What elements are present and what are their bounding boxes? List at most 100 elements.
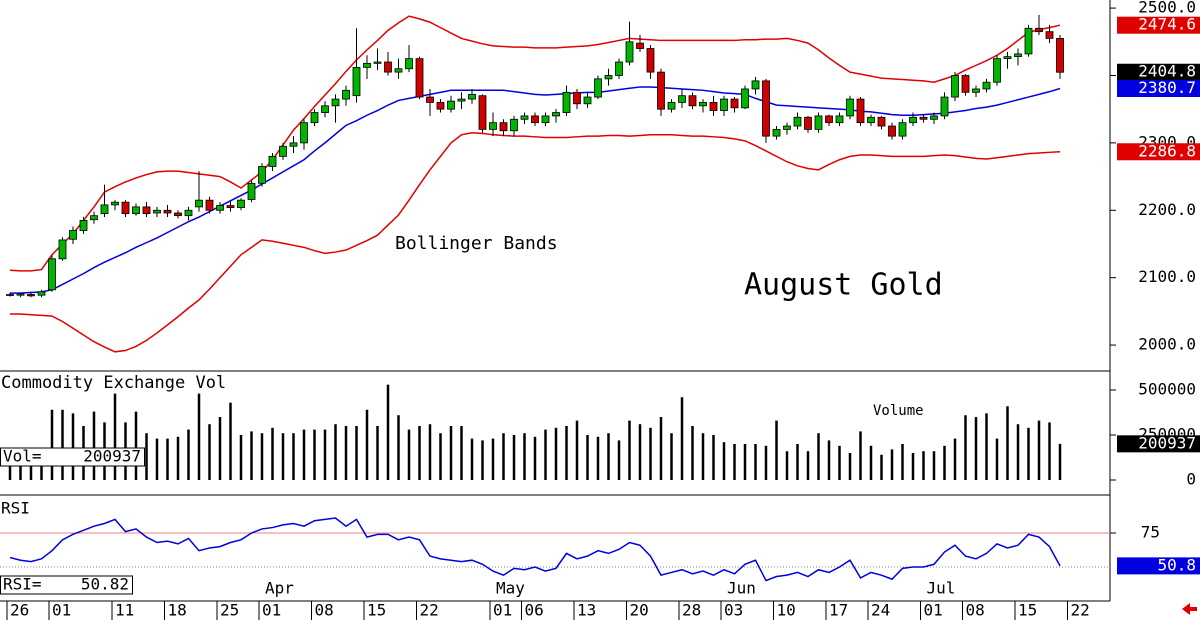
candle-body (804, 116, 812, 130)
candle-body (394, 68, 403, 73)
month-label: Apr (265, 579, 294, 598)
candle-body (667, 102, 676, 110)
value-box-label: 2286.8 (1138, 141, 1196, 160)
month-label: Jul (927, 579, 956, 598)
y-tick-label: 75 (1141, 523, 1160, 542)
candle-body (48, 258, 56, 291)
value-box-label: 2380.7 (1138, 78, 1196, 97)
candle-body (909, 116, 917, 124)
candle-body (289, 142, 298, 147)
value-box-label: 2474.6 (1138, 15, 1196, 34)
y-tick-label: 500000 (1138, 380, 1196, 399)
candle-body (436, 102, 445, 110)
candle-body (153, 209, 161, 214)
rsi-line (9, 517, 1061, 582)
candle-body (856, 98, 865, 124)
x-tick-label: 22 (1071, 601, 1090, 620)
candle-body (594, 78, 602, 98)
value-box-label: 200937 (1138, 433, 1196, 452)
value-box (1117, 143, 1200, 161)
x-tick-label: 13 (577, 601, 596, 620)
value-box (1117, 557, 1200, 575)
x-tick-label: 06 (525, 601, 544, 620)
candle-body (867, 116, 875, 124)
candle-body (825, 115, 833, 124)
value-box (1117, 435, 1200, 453)
info-value: 200937 (83, 447, 141, 466)
x-tick-label: 17 (829, 601, 848, 620)
annotation: Bollinger Bands (395, 233, 558, 254)
candle-body (919, 116, 928, 120)
candle-body (468, 93, 476, 100)
candle-body (688, 95, 697, 107)
scroll-arrow[interactable] (1182, 603, 1197, 615)
candle-body (37, 291, 46, 296)
candle-body (699, 102, 707, 107)
candle-body (1045, 31, 1054, 39)
candle-body (268, 155, 277, 167)
x-tick-label: 25 (220, 601, 239, 620)
info-box (0, 575, 133, 595)
candle-body (1003, 56, 1012, 60)
candle-body (100, 204, 109, 215)
info-value: 50.82 (81, 575, 129, 594)
x-tick-label: 08 (315, 601, 334, 620)
candle-body (930, 115, 938, 120)
candle-body (447, 100, 455, 110)
candle-body (604, 75, 613, 80)
y-tick-label: 2200.0 (1138, 200, 1196, 219)
candle-body (783, 125, 791, 130)
candle-body (1024, 27, 1033, 55)
chart-title: August Gold (744, 268, 943, 303)
y-tick-label: 2000.0 (1138, 335, 1196, 354)
candle-body (58, 239, 67, 260)
candle-body (888, 125, 896, 137)
info-box (0, 447, 145, 467)
y-tick-label: 2100.0 (1138, 267, 1196, 286)
x-tick-label: 01 (52, 601, 71, 620)
candle-body (363, 62, 371, 68)
x-tick-label: 01 (493, 601, 512, 620)
candle-body (772, 128, 781, 137)
candle-body (352, 66, 361, 97)
x-tick-label: 15 (1018, 601, 1037, 620)
candle-body (552, 112, 560, 117)
candle-body (793, 116, 802, 127)
candle-body (426, 96, 434, 103)
x-tick-label: 11 (115, 601, 134, 620)
candle-body (1035, 27, 1043, 33)
candle-body (310, 112, 319, 124)
x-tick-label: 01 (262, 601, 281, 620)
candle-body (741, 88, 749, 109)
panel-title: RSI (1, 499, 30, 518)
candle-body (195, 199, 203, 208)
x-tick-label: 22 (420, 601, 439, 620)
candle-body (814, 115, 823, 130)
candle-body (373, 61, 382, 64)
x-tick-label: 26 (10, 601, 29, 620)
month-label: May (496, 579, 525, 598)
candle-body (16, 293, 25, 296)
candle-body (478, 95, 487, 130)
candle-body (258, 166, 266, 184)
x-tick-label: 01 (924, 601, 943, 620)
candle-body (940, 96, 949, 117)
candle-body (1056, 38, 1064, 73)
bollinger-middle (10, 86, 1061, 294)
candle-body (751, 80, 760, 90)
candle-body (520, 115, 529, 120)
candle-body (69, 230, 77, 240)
candle-body (27, 294, 35, 297)
value-box (1117, 16, 1200, 34)
x-tick-label: 03 (724, 601, 743, 620)
candle-body (216, 205, 224, 211)
candle-body (583, 96, 592, 105)
candle-body (982, 81, 991, 90)
candle-body (730, 98, 739, 109)
annotation: Volume (873, 403, 924, 419)
candle-body (709, 102, 718, 111)
candle-body (457, 98, 466, 102)
value-box-label: 50.8 (1157, 555, 1196, 574)
candle-body (226, 205, 235, 208)
candle-body (720, 98, 728, 111)
